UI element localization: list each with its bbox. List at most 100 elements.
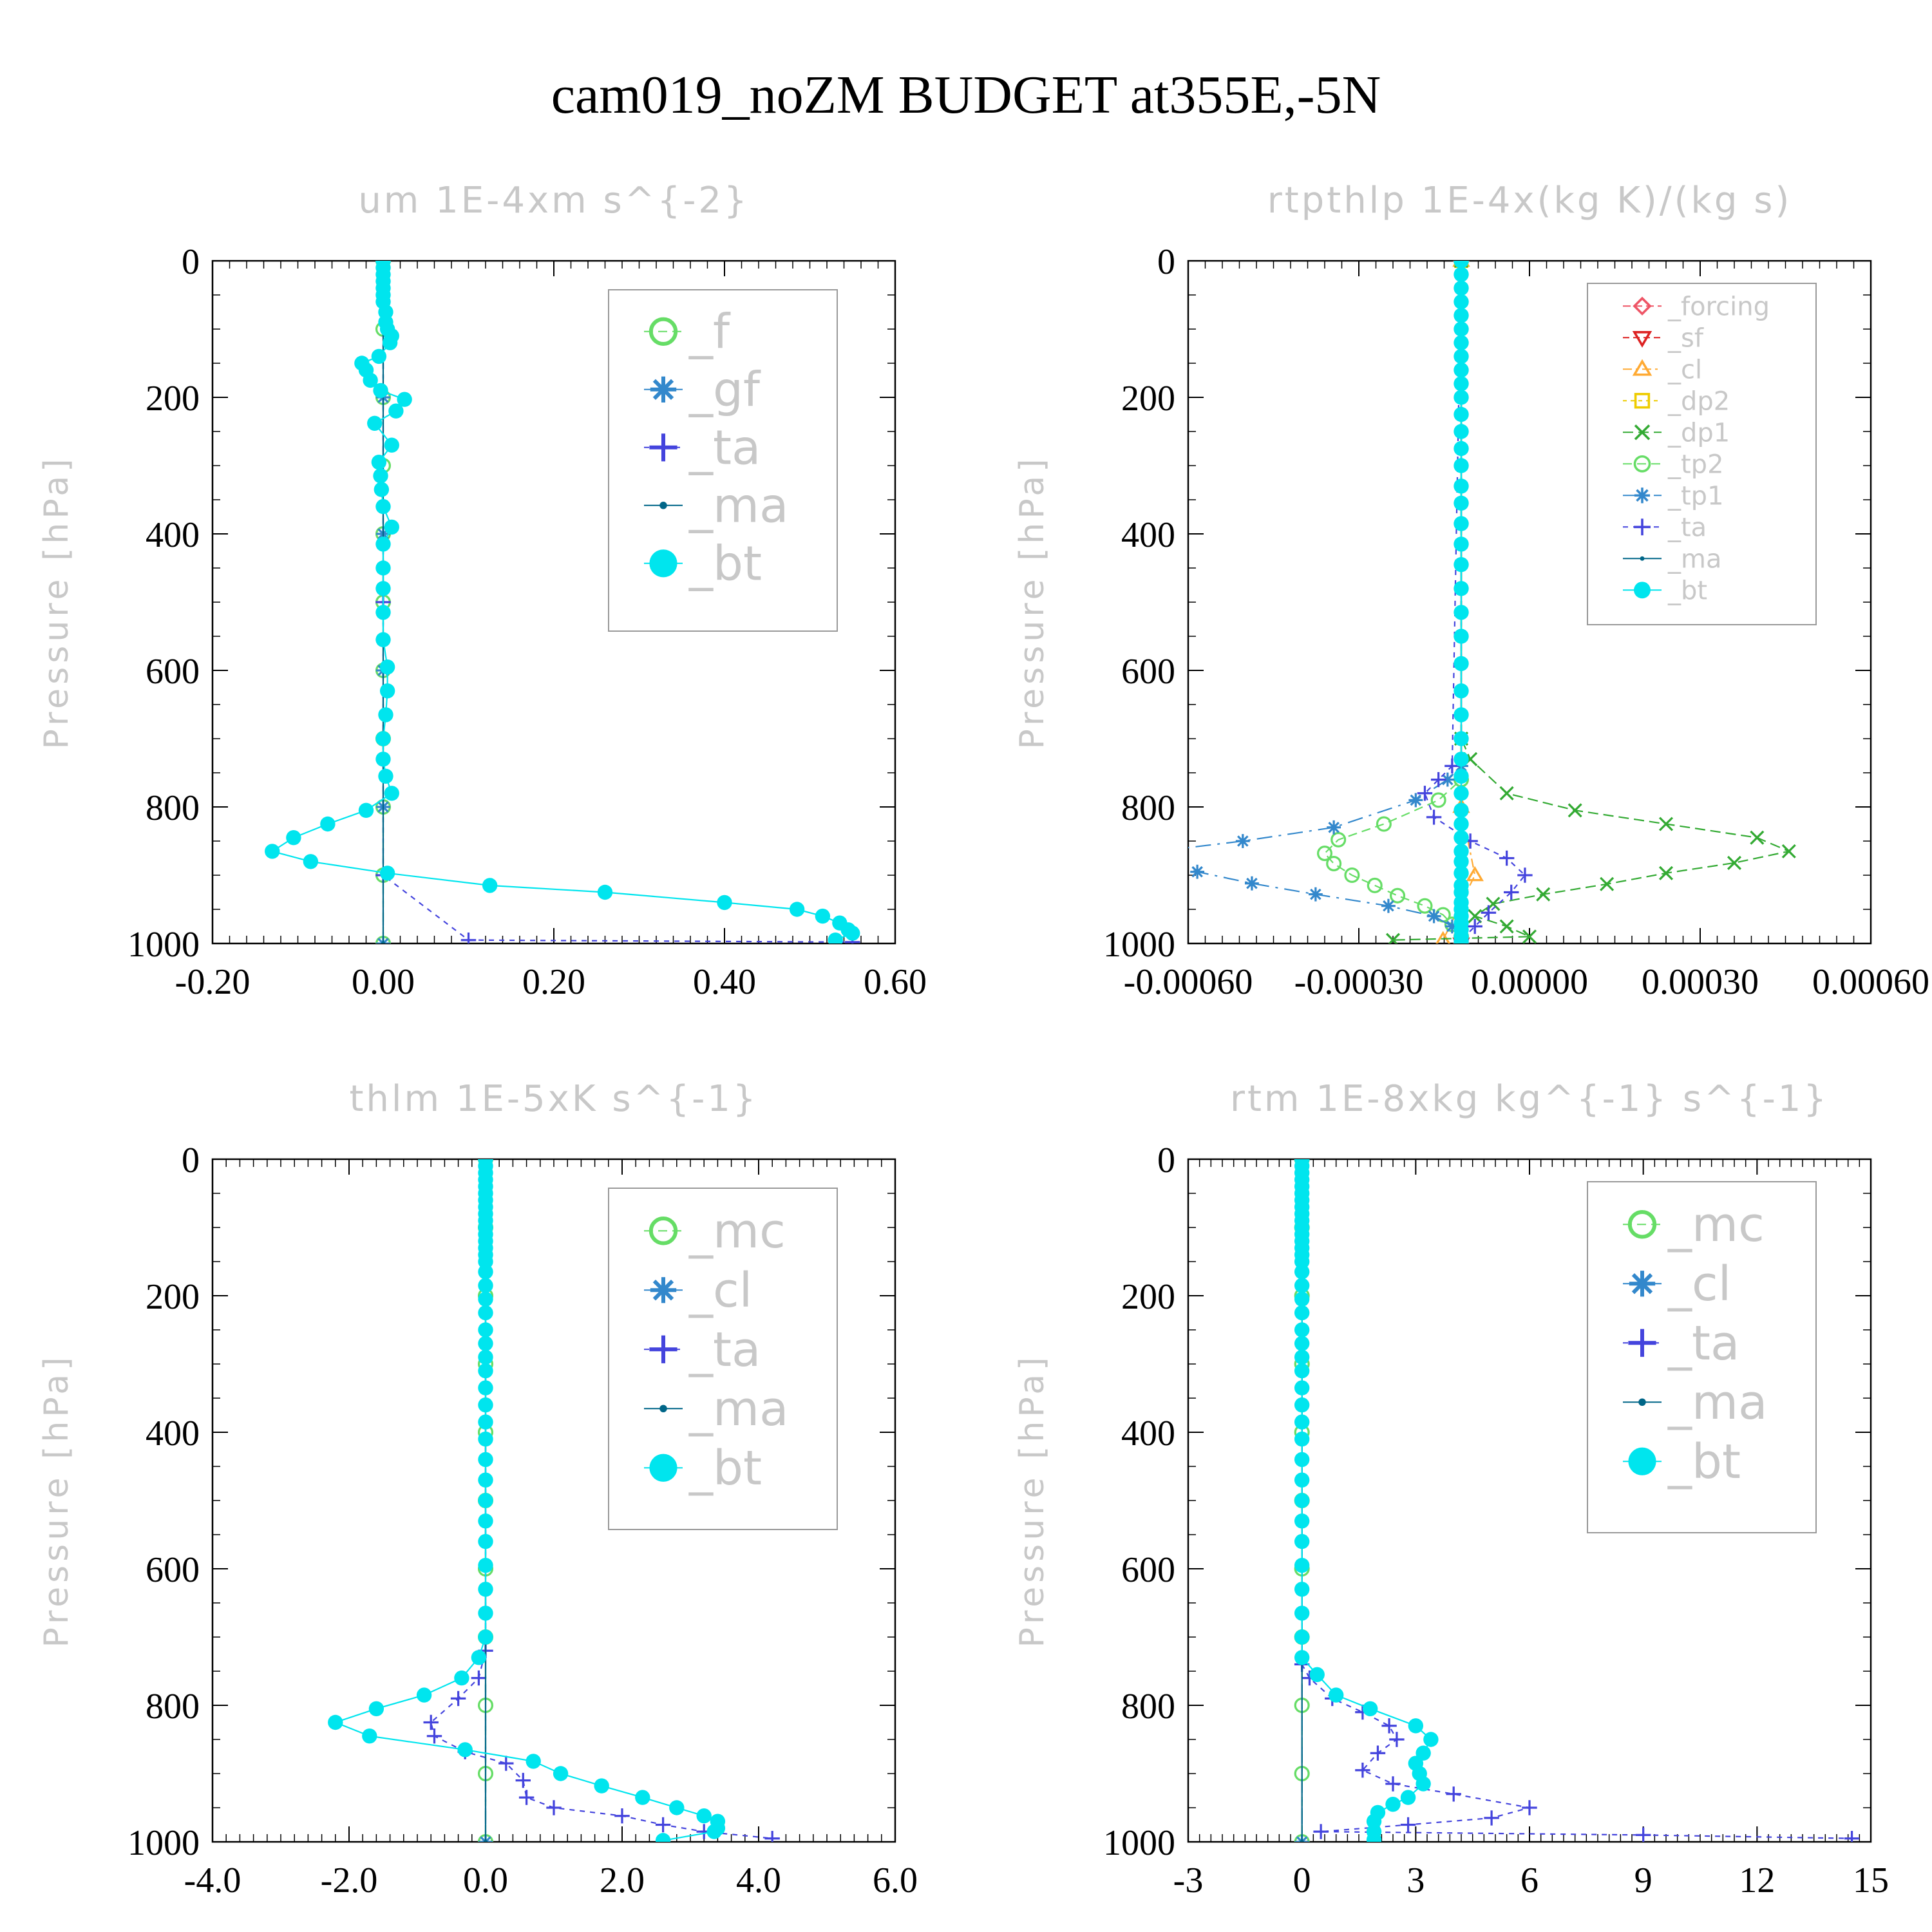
data-point — [1454, 376, 1469, 392]
legend-label: _ma — [1667, 544, 1721, 574]
series-line — [1424, 261, 1526, 941]
data-point — [1190, 864, 1205, 879]
series-bt — [1294, 1159, 1439, 1842]
data-point — [1294, 1650, 1310, 1665]
series-tp1 — [1188, 261, 1468, 943]
legend-marker — [1629, 1271, 1656, 1297]
data-point — [1294, 1472, 1310, 1488]
chart-panel-3: thlm 1E-5xK s^{-1} Pressure [hPa] -4.0 -2.0… — [37, 1078, 918, 1900]
y-tick-label: 200 — [1121, 1277, 1175, 1317]
y-tick-label: 600 — [1121, 652, 1175, 692]
data-point — [655, 1817, 671, 1833]
data-point — [1385, 933, 1401, 943]
data-point — [478, 1452, 493, 1468]
y-axis-label: Pressure [hPa] — [1013, 455, 1052, 750]
data-point — [1454, 816, 1469, 832]
legend-label: _cl — [1667, 1256, 1731, 1312]
data-point — [1454, 581, 1469, 596]
data-point — [478, 1513, 493, 1529]
data-point — [706, 1824, 722, 1839]
data-point — [1600, 876, 1615, 891]
data-point — [1313, 1824, 1329, 1839]
data-point — [635, 1790, 650, 1805]
series-tp2 — [1316, 261, 1470, 943]
data-point — [1294, 1336, 1310, 1351]
data-point — [1484, 1810, 1499, 1826]
data-point — [597, 884, 613, 900]
legend-item: _tp2 — [1623, 450, 1724, 479]
data-point — [1454, 854, 1469, 869]
x-tick-label: 0.0 — [463, 1861, 508, 1900]
data-point — [478, 1397, 493, 1413]
legend-item: _bt — [1623, 1434, 1741, 1490]
legend-item: _cl — [1623, 355, 1702, 384]
data-point — [1294, 1414, 1310, 1430]
data-point — [375, 605, 391, 620]
data-point — [1300, 1839, 1304, 1842]
series-line — [430, 1159, 773, 1839]
data-point — [379, 866, 395, 881]
data-point — [483, 1839, 488, 1842]
plot-area — [1188, 261, 1796, 943]
data-point — [1294, 1278, 1310, 1293]
legend-item: _dp2 — [1623, 386, 1730, 416]
data-point — [1454, 390, 1469, 405]
data-point — [1517, 867, 1533, 883]
legend-marker — [1627, 1210, 1657, 1239]
data-point — [764, 1831, 780, 1842]
data-point — [1454, 656, 1469, 672]
y-tick-label: 200 — [146, 1277, 200, 1317]
data-point — [1467, 918, 1482, 934]
data-point — [1658, 866, 1674, 880]
data-point — [1454, 478, 1469, 494]
series-line — [1188, 261, 1463, 938]
data-point — [1454, 557, 1469, 573]
y-tick-label: 0 — [1157, 1141, 1175, 1180]
series-ta — [1417, 261, 1533, 943]
data-point — [1328, 1687, 1344, 1703]
x-tick-label: -4.0 — [184, 1861, 242, 1900]
legend-marker — [1633, 455, 1651, 473]
legend-marker — [649, 1335, 677, 1363]
data-point — [1316, 846, 1333, 862]
legend-label: _gf — [688, 363, 761, 418]
data-point — [471, 1670, 487, 1686]
panel-title: thlm 1E-5xK s^{-1} — [349, 1078, 758, 1120]
data-point — [1344, 867, 1360, 884]
data-point — [478, 1336, 493, 1351]
y-tick-label: 200 — [1121, 379, 1175, 419]
legend-item: _mc — [1623, 1197, 1765, 1253]
legend: _f_gf_ta_ma_bt — [608, 289, 838, 632]
legend-marker — [1634, 582, 1651, 599]
data-point — [1454, 261, 1469, 269]
y-tick-label: 400 — [1121, 1414, 1175, 1454]
legend-marker — [649, 433, 677, 462]
data-point — [1504, 884, 1519, 900]
data-point — [1294, 1452, 1310, 1468]
x-tick-label: 9 — [1634, 1861, 1653, 1900]
data-point — [1454, 605, 1469, 620]
data-point — [478, 1605, 493, 1621]
x-tick-label: 6 — [1520, 1861, 1539, 1900]
legend-label: _mc — [1667, 1197, 1765, 1253]
data-point — [1294, 1397, 1310, 1413]
data-point — [1416, 1776, 1431, 1792]
data-point — [1294, 1533, 1310, 1549]
panel-title: um 1E-4xm s^{-2} — [358, 180, 749, 222]
legend-label: _ta — [1667, 1316, 1739, 1371]
x-tick-label: 2.0 — [600, 1861, 645, 1900]
legend-label: _tp2 — [1667, 450, 1724, 479]
legend-marker — [649, 317, 678, 346]
data-point — [1367, 877, 1383, 893]
data-point — [1294, 1305, 1310, 1321]
data-point — [384, 786, 399, 801]
legend-marker — [659, 502, 667, 509]
data-point — [1381, 898, 1396, 913]
legend-marker — [650, 1277, 677, 1303]
legend-item: _f — [644, 305, 731, 360]
data-point — [1454, 934, 1469, 943]
y-tick-label: 400 — [1121, 515, 1175, 555]
x-tick-label: 3 — [1406, 1861, 1425, 1900]
x-tick-label: 0.00060 — [1812, 962, 1929, 1002]
y-axis-label: Pressure [hPa] — [1013, 1354, 1052, 1648]
